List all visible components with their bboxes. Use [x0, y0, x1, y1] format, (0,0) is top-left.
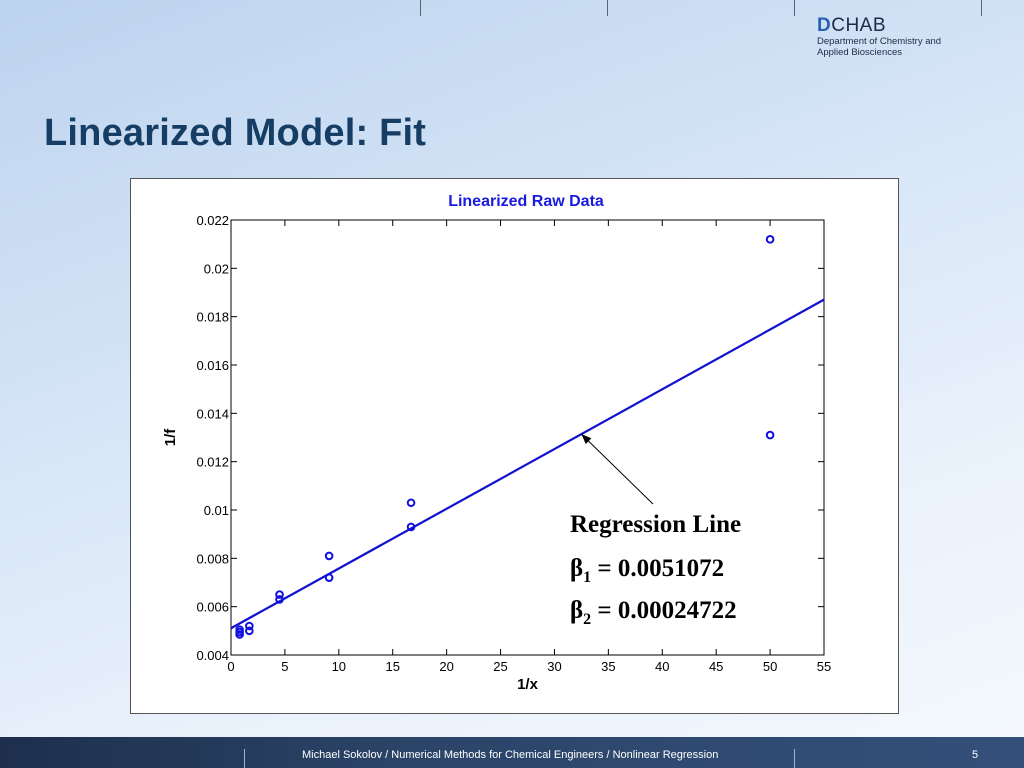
x-tick-label: 0 [227, 659, 234, 674]
data-point [235, 625, 244, 634]
x-tick-label: 30 [547, 659, 561, 674]
data-points [235, 235, 775, 639]
x-tick-label: 25 [493, 659, 507, 674]
page-number: 5 [972, 749, 979, 761]
regression-line [230, 298, 825, 630]
data-point [324, 573, 334, 582]
dchab-logo: DCHAB Department of Chemistry and Applie… [817, 15, 942, 59]
slide-title: Linearized Model: Fit [44, 112, 427, 154]
plot-area [230, 219, 825, 656]
x-tick-label: 20 [439, 659, 453, 674]
y-axis: 0.004 0.006 0.008 0.01 0.012 0.014 0.016 0.018 0… [196, 213, 824, 663]
regression-line-label: Regression Line [570, 511, 741, 538]
top-divider [794, 0, 795, 16]
x-tick-label: 45 [709, 659, 723, 674]
x-tick-label: 35 [601, 659, 615, 674]
y-tick-label: 0.018 [196, 310, 229, 325]
x-axis: 0 5 10 15 20 25 30 35 40 45 50 55 [227, 220, 831, 674]
logo-word: CHAB [831, 15, 887, 36]
top-divider [607, 0, 608, 16]
y-tick-label: 0.016 [196, 358, 229, 373]
beta1-label: β1 = 0.0051072 [570, 555, 724, 586]
footer-divider [794, 749, 795, 768]
data-point [245, 626, 254, 636]
x-tick-label: 40 [655, 659, 669, 674]
x-tick-label: 50 [763, 659, 777, 674]
beta2-value: = 0.00024722 [591, 597, 737, 624]
y-axis-label: 1/f [162, 428, 179, 447]
data-point [406, 522, 416, 532]
annotation-arrow [581, 433, 654, 505]
y-tick-label: 0.014 [196, 406, 229, 421]
data-point [765, 235, 775, 244]
beta2-label: β2 = 0.00024722 [570, 597, 737, 628]
y-tick-label: 0.02 [204, 261, 229, 276]
data-point [324, 551, 334, 561]
footer-citation: Michael Sokolov / Numerical Methods for … [302, 749, 719, 761]
scatter-chart: Linearized Raw Data 0 5 10 15 20 25 30 35 40 45 50… [162, 193, 831, 693]
logo-subtitle-line1: Department of Chemistry and [817, 36, 942, 47]
beta1-subscript: 1 [583, 569, 591, 586]
y-tick-label: 0.012 [196, 455, 229, 470]
x-tick-label: 10 [332, 659, 346, 674]
data-point [275, 595, 284, 604]
y-tick-label: 0.01 [204, 503, 229, 518]
data-point [275, 590, 284, 599]
y-tick-label: 0.006 [196, 600, 229, 615]
figure-frame [130, 178, 899, 714]
footer-bar: Michael Sokolov / Numerical Methods for … [0, 737, 1024, 768]
logo-subtitle-line2: Applied Biosciences [817, 47, 903, 58]
y-tick-label: 0.004 [196, 648, 229, 663]
data-point [245, 621, 254, 631]
x-axis-label: 1/x [517, 676, 539, 693]
top-divider [420, 0, 421, 16]
x-tick-label: 55 [817, 659, 831, 674]
x-tick-label: 5 [281, 659, 288, 674]
data-point [406, 498, 416, 508]
chart-title: Linearized Raw Data [448, 193, 604, 210]
data-point [765, 430, 775, 440]
beta1-value: = 0.0051072 [591, 555, 724, 582]
beta1-symbol: β [570, 555, 583, 582]
footer-divider [244, 749, 245, 768]
logo-letter: D [817, 15, 832, 36]
beta2-subscript: 2 [583, 611, 591, 628]
y-tick-label: 0.022 [196, 213, 229, 228]
annotation-arrow-head [581, 434, 592, 444]
x-tick-label: 15 [385, 659, 399, 674]
y-tick-label: 0.008 [196, 551, 229, 566]
top-divider [981, 0, 982, 16]
beta2-symbol: β [570, 597, 583, 624]
